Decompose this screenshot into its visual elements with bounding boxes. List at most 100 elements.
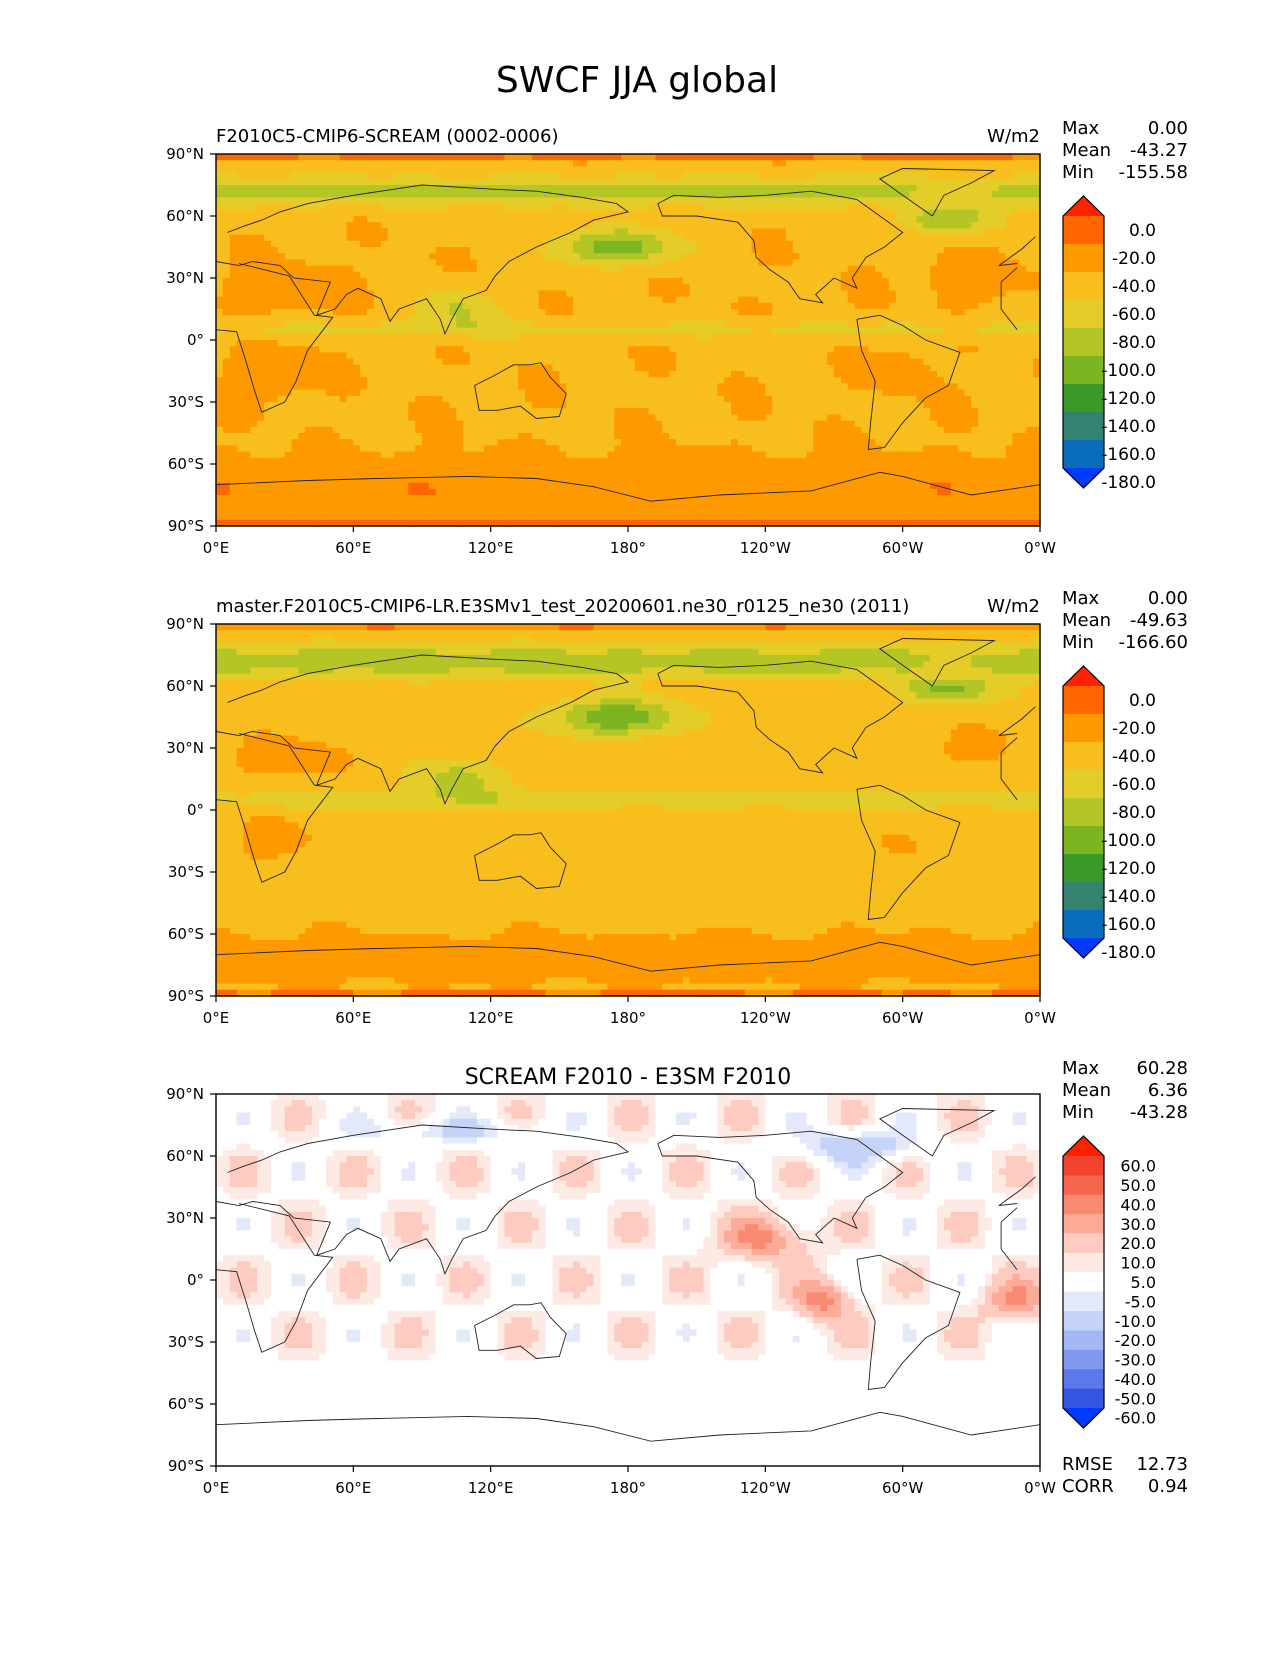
- contour-cell: [525, 160, 532, 167]
- contour-cell: [587, 371, 594, 378]
- contour-cell: [717, 278, 724, 285]
- contour-cell: [587, 179, 594, 186]
- contour-cell: [944, 173, 951, 180]
- contour-cell: [429, 204, 436, 211]
- contour-cell: [717, 371, 724, 378]
- contour-cell: [353, 241, 360, 248]
- contour-cell: [298, 328, 305, 335]
- contour-cell: [937, 154, 944, 161]
- contour-cell: [621, 334, 628, 341]
- contour-cell: [408, 235, 415, 242]
- contour-cell: [498, 315, 505, 322]
- contour-cell: [861, 309, 868, 316]
- contour-cell: [594, 241, 601, 248]
- contour-cell: [333, 241, 340, 248]
- contour-cell: [690, 396, 697, 403]
- contour-cell: [511, 173, 518, 180]
- contour-cell: [340, 235, 347, 242]
- contour-cell: [1006, 390, 1013, 397]
- contour-cell: [395, 390, 402, 397]
- contour-cell: [278, 371, 285, 378]
- contour-cell: [889, 371, 896, 378]
- contour-cell: [745, 377, 752, 384]
- contour-cell: [807, 315, 814, 322]
- contour-cell: [752, 179, 759, 186]
- contour-cell: [765, 383, 772, 390]
- contour-cell: [250, 166, 257, 173]
- contour-cell: [752, 365, 759, 372]
- contour-cell: [793, 222, 800, 229]
- contour-cell: [765, 396, 772, 403]
- contour-cell: [683, 321, 690, 328]
- contour-cell: [800, 204, 807, 211]
- contour-cell: [477, 309, 484, 316]
- contour-cell: [573, 390, 580, 397]
- contour-cell: [518, 216, 525, 223]
- contour-cell: [662, 340, 669, 347]
- contour-cell: [285, 352, 292, 359]
- contour-cell: [395, 321, 402, 328]
- contour-cell: [704, 266, 711, 273]
- contour-cell: [649, 321, 656, 328]
- contour-cell: [916, 365, 923, 372]
- contour-cell: [511, 377, 518, 384]
- contour-cell: [717, 352, 724, 359]
- contour-cell: [271, 247, 278, 254]
- contour-cell: [470, 173, 477, 180]
- contour-cell: [484, 396, 491, 403]
- contour-cell: [230, 160, 237, 167]
- contour-cell: [395, 272, 402, 279]
- contour-cell: [710, 222, 717, 229]
- contour-cell: [793, 396, 800, 403]
- contour-cell: [772, 365, 779, 372]
- contour-cell: [937, 359, 944, 366]
- contour-cell: [868, 359, 875, 366]
- contour-cell: [395, 340, 402, 347]
- contour-cell: [614, 272, 621, 279]
- contour-cell: [237, 377, 244, 384]
- contour-cell: [669, 334, 676, 341]
- contour-cell: [601, 290, 608, 297]
- contour-cell: [436, 173, 443, 180]
- contour-cell: [491, 222, 498, 229]
- contour-cell: [216, 210, 223, 217]
- contour-cell: [292, 352, 299, 359]
- contour-cell: [374, 204, 381, 211]
- contour-cell: [422, 272, 429, 279]
- contour-cell: [889, 396, 896, 403]
- contour-cell: [649, 284, 656, 291]
- contour-cell: [532, 228, 539, 235]
- contour-cell: [985, 290, 992, 297]
- contour-cell: [401, 185, 408, 192]
- contour-cell: [752, 303, 759, 310]
- contour-cell: [264, 402, 271, 409]
- contour-cell: [353, 303, 360, 310]
- contour-cell: [731, 173, 738, 180]
- contour-cell: [477, 253, 484, 260]
- contour-cell: [628, 210, 635, 217]
- contour-cell: [793, 328, 800, 335]
- contour-cell: [985, 377, 992, 384]
- contour-cell: [312, 185, 319, 192]
- contour-cell: [491, 247, 498, 254]
- contour-cell: [1013, 284, 1020, 291]
- contour-cell: [518, 272, 525, 279]
- contour-cell: [834, 297, 841, 304]
- contour-cell: [937, 284, 944, 291]
- contour-cell: [669, 160, 676, 167]
- contour-cell: [264, 259, 271, 266]
- contour-cell: [223, 297, 230, 304]
- contour-cell: [298, 241, 305, 248]
- contour-cell: [765, 241, 772, 248]
- contour-cell: [546, 179, 553, 186]
- contour-cell: [930, 266, 937, 273]
- contour-cell: [820, 228, 827, 235]
- contour-cell: [690, 228, 697, 235]
- contour-cell: [504, 272, 511, 279]
- contour-cell: [415, 216, 422, 223]
- contour-cell: [621, 253, 628, 260]
- contour-cell: [745, 173, 752, 180]
- contour-cell: [621, 346, 628, 353]
- contour-cell: [758, 383, 765, 390]
- contour-cell: [477, 247, 484, 254]
